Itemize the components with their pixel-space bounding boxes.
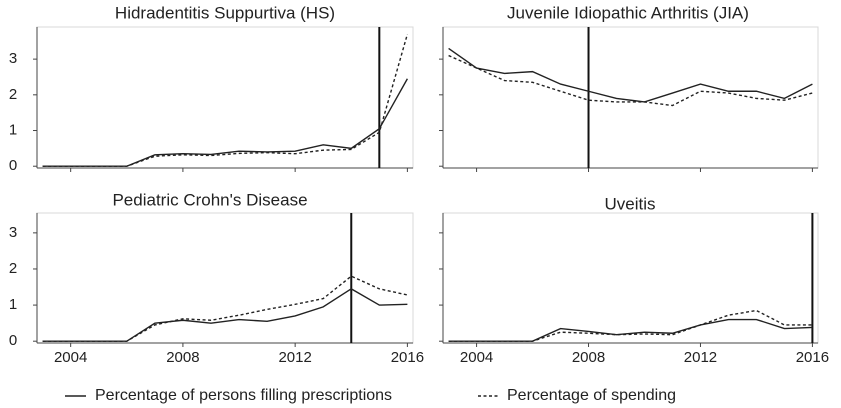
panel-frame bbox=[442, 212, 819, 344]
y-tick-label: 1 bbox=[9, 296, 17, 313]
x-tick-label: 2012 bbox=[684, 349, 717, 366]
series-line bbox=[448, 47, 813, 103]
series-line bbox=[42, 288, 408, 342]
y-tick-label: 3 bbox=[9, 50, 17, 67]
panel-frame bbox=[36, 26, 414, 169]
series-line bbox=[448, 318, 813, 342]
y-tick-label: 2 bbox=[9, 86, 17, 103]
x-tick-label: 2016 bbox=[391, 349, 424, 366]
x-tick-label: 2004 bbox=[54, 349, 87, 366]
panel-frame bbox=[442, 26, 819, 169]
x-tick-label: 2004 bbox=[460, 349, 493, 366]
x-tick-label: 2008 bbox=[166, 349, 199, 366]
x-tick-label: 2008 bbox=[572, 349, 605, 366]
series-line bbox=[42, 275, 408, 342]
panel-title: Juvenile Idiopathic Arthritis (JIA) bbox=[507, 3, 749, 22]
y-tick-label: 0 bbox=[9, 157, 17, 174]
panel-frame bbox=[36, 212, 414, 344]
panel-title: Uveitis bbox=[604, 194, 655, 213]
series-line bbox=[448, 309, 813, 342]
panel-title: Pediatric Crohn's Disease bbox=[112, 190, 307, 209]
legend-label: Percentage of persons filling prescripti… bbox=[95, 387, 392, 404]
series-line bbox=[42, 78, 408, 167]
series-line bbox=[448, 54, 813, 107]
panel-title: Hidradentitis Suppurtiva (HS) bbox=[115, 3, 335, 22]
y-tick-label: 3 bbox=[9, 224, 17, 241]
series-line bbox=[42, 33, 409, 167]
x-tick-label: 2012 bbox=[278, 349, 311, 366]
x-tick-label: 2016 bbox=[796, 349, 829, 366]
y-tick-label: 0 bbox=[9, 332, 17, 349]
y-tick-label: 2 bbox=[9, 260, 17, 277]
y-tick-label: 1 bbox=[9, 121, 17, 138]
legend-label: Percentage of spending bbox=[507, 387, 676, 404]
